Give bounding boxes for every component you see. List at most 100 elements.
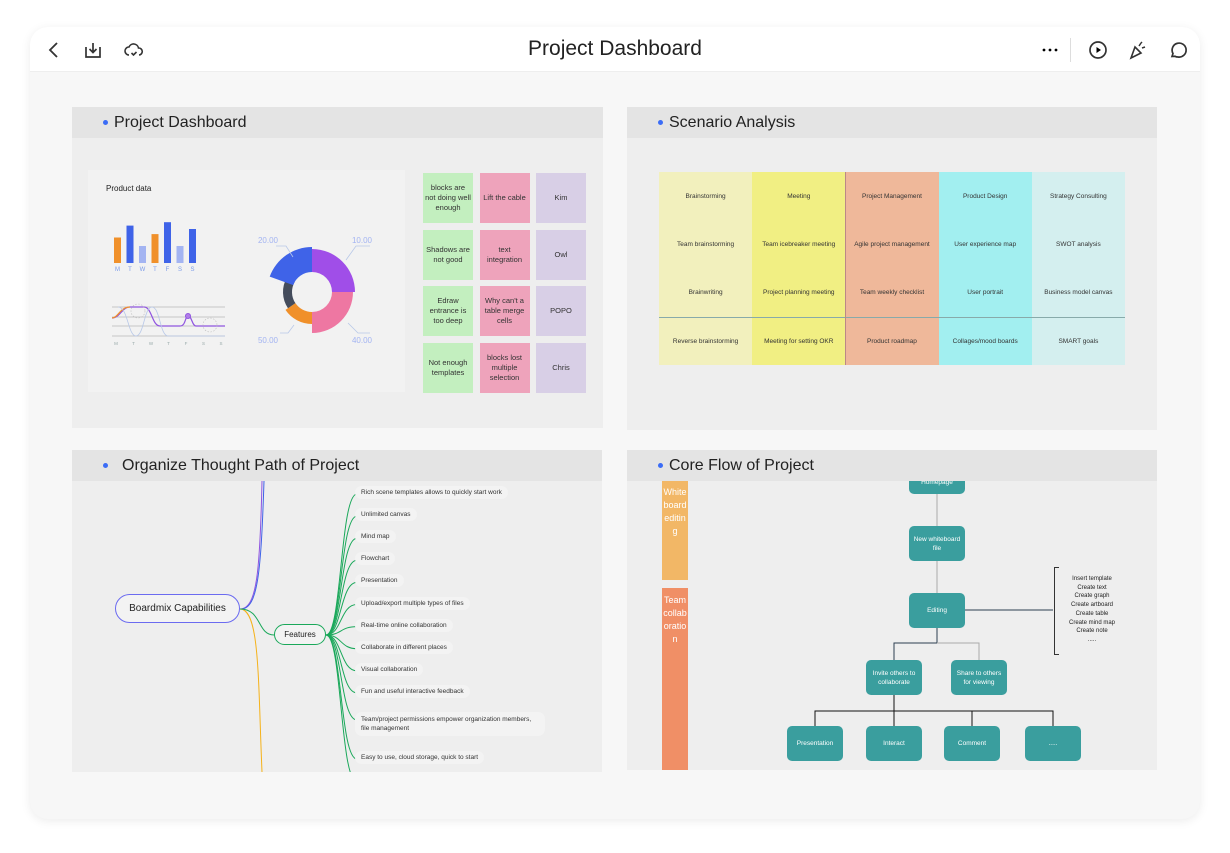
mind-map-connector [239, 608, 263, 772]
bar-day-label: M [115, 267, 120, 273]
mind-map-item[interactable]: Presentation [355, 574, 404, 588]
panel-scenario-analysis[interactable]: Scenario Analysis Brainstorming Team brai… [627, 107, 1157, 430]
celebrate-icon[interactable] [1126, 38, 1150, 62]
line-day-label: F [185, 341, 188, 346]
mind-map-item[interactable]: Easy to use, cloud storage, quick to sta… [355, 751, 485, 764]
comment-icon[interactable] [1166, 38, 1190, 62]
scenario-cell: Business model canvas [1044, 289, 1113, 297]
mind-map-connectors [239, 481, 358, 772]
sticky-note[interactable]: blocks are not doing well enough [423, 173, 473, 223]
mind-map-item[interactable]: Visual collaboration [355, 662, 424, 676]
bracket [1054, 567, 1059, 655]
scenario-cell: Agile project management [854, 240, 930, 248]
card-title: Product data [106, 184, 152, 193]
divider [1070, 38, 1071, 62]
sticky-note[interactable]: Why can't a table merge cells [479, 286, 530, 336]
donut-segment [269, 247, 312, 286]
scenario-header: Strategy Consulting [1050, 192, 1107, 200]
table-divider [659, 317, 1125, 318]
dashboard-graphics: M T W T F S S M T W T F S S 20.00 10.00 50.00 40.00 [111, 222, 373, 346]
flow-node-share[interactable]: Share to others for viewing [951, 660, 1007, 695]
bar-day-label: W [140, 267, 146, 273]
panel-core-flow[interactable]: Whiteboard editing Team collaboration Home… [627, 450, 1157, 770]
panel-project-dashboard[interactable]: Project Dashboard Product data M T W T F S S M T… [72, 107, 603, 428]
download-icon[interactable] [81, 38, 105, 62]
more-icon[interactable] [1038, 38, 1062, 62]
scenario-header: Product Design [962, 192, 1008, 200]
page-title: Project Dashboard [528, 37, 702, 60]
donut-label: 10.00 [352, 236, 373, 245]
scenario-cell: Reverse brainstorming [672, 337, 739, 345]
scenario-cell: Meeting for setting OKR [764, 337, 834, 345]
edit-option: Create artboard [1070, 602, 1114, 609]
scenario-cell: Project planning meeting [763, 289, 835, 297]
donut-label: 40.00 [352, 336, 373, 345]
mind-map-connector [240, 481, 265, 610]
panel-thought-path[interactable]: Organize Thought Path of Project Boardmi… [72, 450, 602, 772]
line-series [111, 306, 225, 327]
highlight-ring [202, 317, 218, 333]
mind-map-item[interactable]: Collaborate in different places [355, 640, 453, 654]
scenario-column [752, 172, 846, 365]
mind-map-branch-features[interactable]: Features [274, 624, 326, 645]
mind-map-item[interactable]: Flowchart [355, 552, 396, 566]
sticky-note[interactable]: Not enough templates [423, 342, 473, 393]
bar [189, 229, 196, 263]
mind-map-item[interactable]: Team/project permissions empower organiz… [355, 712, 545, 736]
sticky-note[interactable]: Edraw entrance is too deep [423, 286, 473, 336]
donut-leader-line [345, 245, 370, 261]
flow-node-interact[interactable]: Interact [866, 726, 922, 761]
flow-node-more[interactable]: ..... [1025, 726, 1081, 761]
bar [151, 234, 159, 263]
flow-node-new-file[interactable]: New whiteboard file [909, 526, 965, 561]
sticky-note[interactable]: blocks lost multiple selection [479, 342, 530, 393]
line-day-label: S [202, 341, 205, 346]
edit-option: Create mind map [1068, 619, 1116, 626]
bar-day-label: F [166, 267, 170, 273]
mind-map-item[interactable]: Upload/export multiple types of files [355, 596, 470, 610]
mind-map-item[interactable]: Rich scene templates allows to quickly s… [355, 486, 508, 499]
donut-segment [312, 249, 355, 292]
sticky-note[interactable]: Lift the cable [479, 173, 530, 223]
sticky-note[interactable]: Chris [536, 342, 586, 393]
bar-day-label: S [190, 267, 194, 273]
sticky-note[interactable]: Shadows are not good [423, 229, 473, 280]
sticky-note[interactable]: Kim [536, 173, 586, 223]
flow-connectors [814, 494, 1054, 726]
cloud-sync-icon[interactable] [122, 38, 146, 62]
flow-node-comment[interactable]: Comment [944, 726, 1000, 761]
scenario-cell: User portrait [967, 289, 1004, 297]
edit-option: Create graph [1074, 593, 1110, 600]
back-icon[interactable] [42, 38, 66, 62]
mind-map-item[interactable]: Fun and useful interactive feedback [355, 684, 470, 698]
scenario-header: Brainstorming [685, 192, 726, 200]
mind-map-item[interactable]: Real-time online collaboration [355, 618, 453, 632]
bar [139, 246, 146, 263]
mind-map-connector [239, 481, 263, 610]
edit-option: Create table [1075, 610, 1109, 617]
mind-map-connector [325, 515, 358, 636]
panel-title: Core Flow of Project [627, 450, 1157, 481]
mind-map-item[interactable]: Mind map [355, 530, 396, 544]
donut-segment [312, 292, 353, 333]
bar [176, 246, 184, 263]
sticky-note[interactable]: Owl [536, 229, 586, 280]
flow-node-editing[interactable]: Editing [909, 593, 965, 628]
line-series-secondary [117, 306, 225, 337]
flow-node-invite[interactable]: Invite others to collaborate [866, 660, 922, 695]
donut-segment [285, 303, 312, 324]
play-icon[interactable] [1086, 38, 1110, 62]
bar [164, 222, 171, 263]
mind-map-root[interactable]: Boardmix Capabilities [115, 594, 240, 623]
sticky-note[interactable]: text integration [479, 229, 530, 280]
sticky-note[interactable]: POPO [536, 286, 586, 336]
line-day-label: T [132, 341, 135, 346]
scenario-column [845, 172, 939, 365]
mind-map-item[interactable]: Unlimited canvas [355, 508, 417, 522]
donut-leader-line [280, 324, 295, 334]
mind-map-connector [325, 634, 358, 721]
mind-map-connector [325, 559, 358, 636]
scenario-cell: Team brainstorming [677, 240, 735, 248]
scenario-column [1031, 172, 1125, 365]
flow-node-presentation[interactable]: Presentation [787, 726, 843, 761]
